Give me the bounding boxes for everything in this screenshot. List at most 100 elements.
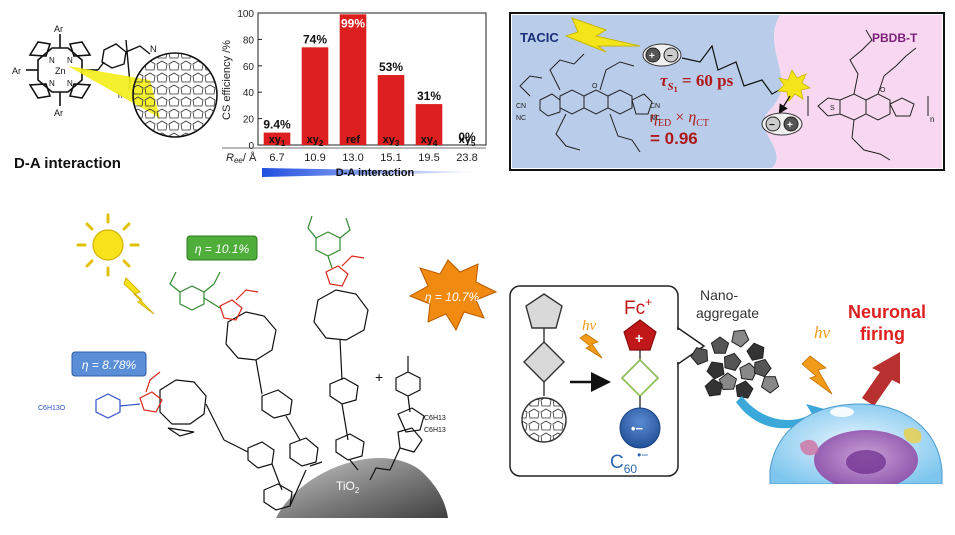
y-tick-label: 60 bbox=[243, 62, 255, 73]
alkoxy-chain-blue bbox=[95, 393, 141, 419]
y-tick-label: 20 bbox=[243, 115, 255, 126]
da-interaction-label: D-A interaction bbox=[14, 155, 121, 172]
separated-charges: − + bbox=[761, 112, 803, 136]
alkyl-label-2: C6H13 bbox=[424, 427, 446, 434]
svg-text:−: − bbox=[667, 51, 673, 62]
aggregate-molecule bbox=[704, 378, 723, 397]
da-gradient-bar bbox=[262, 168, 484, 177]
dye-organic-right bbox=[369, 356, 425, 481]
fc-label: Fc+ bbox=[624, 295, 652, 319]
ree-value: 15.1 bbox=[380, 152, 401, 164]
atom-n-1: N bbox=[49, 56, 55, 65]
atom-o-tacic: O bbox=[592, 83, 598, 90]
atom-n-4: N bbox=[67, 79, 73, 88]
firing-arrow bbox=[862, 352, 900, 406]
category-label: xy2 bbox=[307, 134, 324, 148]
bars-group: 9.4% 74% 99% 53% 31% 0% bbox=[263, 14, 476, 145]
mesityl-green-top bbox=[307, 215, 351, 269]
panel-cs-efficiency-chart: 0 20 40 60 80 100 9.4% 74% 99% 53% 31% 0% CS effic… bbox=[221, 9, 487, 179]
bar-value-label: 99% bbox=[341, 16, 365, 30]
nano-aggregate-cluster bbox=[690, 329, 780, 399]
star-burst-icon bbox=[777, 69, 812, 102]
fullerene-c60 bbox=[132, 52, 218, 138]
hv-label-1: hν bbox=[582, 318, 597, 334]
svg-text:+: + bbox=[787, 120, 793, 131]
svg-text:η = 10.7%: η = 10.7% bbox=[425, 290, 480, 304]
ree-value: 23.8 bbox=[456, 152, 477, 164]
eta-green-badge: η = 10.1% bbox=[186, 235, 258, 261]
hv-bolt-1-icon bbox=[579, 333, 603, 359]
c60-dot-minus: •− bbox=[631, 421, 644, 436]
atom-s-pbdbt: S bbox=[830, 105, 835, 112]
panel-da-interaction: Ar Ar Ar Zn N N N N n N n D-A interactio… bbox=[12, 24, 218, 172]
lightning-icon bbox=[564, 17, 641, 53]
diffusion-path bbox=[681, 44, 791, 95]
pbdbt-structure bbox=[807, 29, 929, 161]
atom-ar-bottom: Ar bbox=[54, 108, 63, 118]
tacic-label: TACIC bbox=[520, 30, 559, 45]
panel-tacic-pbdbt: TACIC PBDB-T + − − + τS1 = 60 ps ηED × η… bbox=[509, 12, 945, 171]
ree-value: 19.5 bbox=[418, 152, 439, 164]
atom-cn-left: CN bbox=[516, 103, 526, 110]
svg-text:η = 10.1%: η = 10.1% bbox=[195, 242, 250, 256]
eta-equation: ηED × ηCT bbox=[650, 109, 709, 129]
bar-ref bbox=[339, 14, 367, 145]
y-tick-label: 100 bbox=[237, 9, 254, 20]
aggregate-molecule bbox=[706, 361, 725, 380]
aggregate-molecule bbox=[735, 380, 754, 399]
ree-values: 6.7 10.9 13.0 15.1 19.5 23.8 bbox=[269, 152, 477, 164]
aggregate-molecule bbox=[739, 362, 758, 381]
transfer-arrow bbox=[778, 95, 791, 115]
hv-label-2: hν bbox=[814, 323, 831, 342]
plus-sign: + bbox=[375, 369, 383, 385]
atom-ar-left: Ar bbox=[12, 66, 21, 76]
atom-ar-top: Ar bbox=[54, 24, 63, 34]
category-label: xy4 bbox=[421, 134, 438, 148]
tio2-surface bbox=[276, 457, 448, 518]
y-axis: 0 20 40 60 80 100 bbox=[237, 9, 262, 152]
category-label: xy3 bbox=[383, 134, 400, 148]
dye-porphyrin-left bbox=[159, 379, 307, 511]
tau-equation: τS1 = 60 ps bbox=[660, 71, 734, 94]
y-tick-label: 40 bbox=[243, 88, 255, 99]
bar-value-label: 53% bbox=[379, 60, 403, 74]
atom-n-linker: N bbox=[150, 44, 157, 54]
pbdbt-label: PBDB-T bbox=[872, 31, 918, 45]
pbdbt-repeat-n: n bbox=[930, 115, 934, 124]
tacic-structure bbox=[519, 53, 653, 153]
neuron-cell bbox=[769, 403, 943, 490]
svg-text:−: − bbox=[769, 120, 775, 131]
category-labels: xy1 xy2 ref xy3 xy4 xy5 bbox=[269, 134, 476, 148]
dye-porphyrin-middle bbox=[225, 311, 323, 467]
exciton-pair: + − bbox=[642, 43, 682, 67]
nano-aggregate-label-1: Nano- bbox=[700, 287, 738, 303]
y-tick-label: 0 bbox=[248, 141, 254, 152]
aggregate-molecule bbox=[746, 342, 765, 361]
eta-value: = 0.96 bbox=[650, 129, 698, 148]
tio2-label: TiO2 bbox=[336, 479, 360, 495]
thiophene-red-left bbox=[139, 371, 163, 413]
ree-value: 13.0 bbox=[342, 152, 363, 164]
bar-value-label: 0% bbox=[458, 130, 476, 144]
bar-xy4 bbox=[415, 104, 443, 145]
bar-value-label: 31% bbox=[417, 89, 441, 103]
aggregate-molecule bbox=[690, 347, 709, 366]
neuronal-firing-label-2: firing bbox=[860, 324, 905, 344]
lightning-bolt-icon bbox=[123, 277, 155, 315]
svg-text:+: + bbox=[649, 51, 655, 62]
atom-cn-right: CN bbox=[650, 103, 660, 110]
da-gradient-label: D-A interaction bbox=[336, 167, 415, 179]
y-axis-label: CS efficiency /% bbox=[221, 40, 233, 120]
bar-xy2 bbox=[301, 47, 329, 145]
ree-value: 10.9 bbox=[304, 152, 325, 164]
neuronal-firing-label-1: Neuronal bbox=[848, 302, 926, 322]
y-tick-label: 80 bbox=[243, 35, 255, 46]
bar-xy1 bbox=[263, 132, 291, 145]
atom-o-pbdbt: O bbox=[880, 87, 886, 94]
dye-porphyrin-top bbox=[313, 289, 369, 471]
mesityl-green-middle bbox=[169, 271, 221, 311]
bar-value-label: 9.4% bbox=[263, 118, 291, 132]
bar-xy3 bbox=[377, 75, 405, 145]
atom-n-2: N bbox=[67, 56, 73, 65]
